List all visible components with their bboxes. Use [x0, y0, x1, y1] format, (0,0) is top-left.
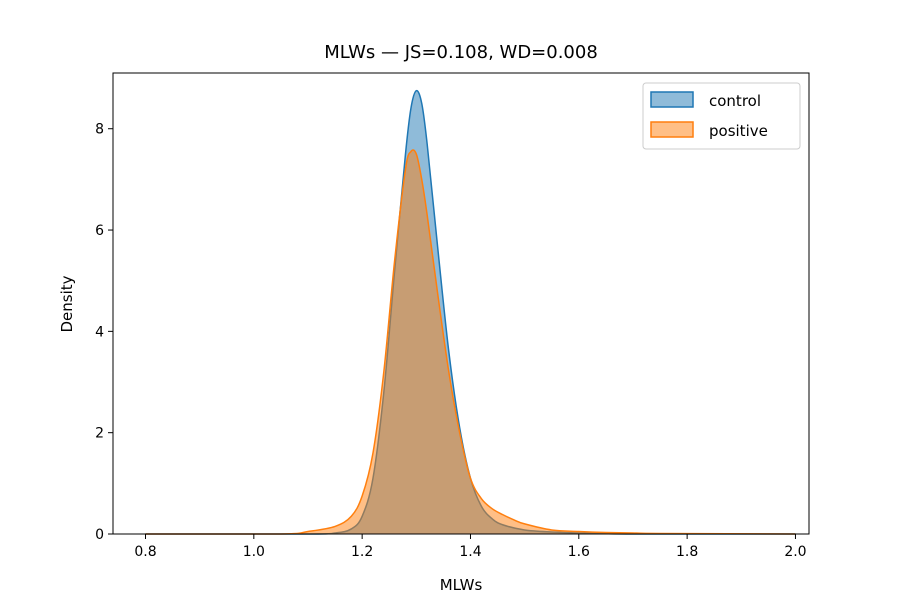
plot-frame	[112, 72, 810, 535]
legend: control positive	[642, 82, 801, 150]
y-axis-label: Density	[58, 275, 76, 332]
x-tick-label: 1.0	[243, 544, 265, 560]
series-line-positive	[145, 149, 796, 535]
x-tick-label: 1.4	[459, 544, 481, 560]
y-tick-label: 8	[95, 122, 104, 138]
y-tick-label: 6	[95, 223, 104, 239]
x-tick-label: 1.2	[351, 544, 373, 560]
y-tick-label: 4	[95, 324, 104, 340]
legend-swatch-positive	[650, 121, 694, 138]
x-axis: 0.8 1.0 1.2 1.4 1.6 1.8 2.0	[134, 534, 807, 560]
y-axis: 0 2 4 6 8	[95, 122, 113, 543]
chart-title: MLWs — JS=0.108, WD=0.008	[324, 42, 598, 63]
x-tick-label: 0.8	[134, 544, 156, 560]
x-axis-label: MLWs	[440, 576, 483, 594]
legend-label-control: control	[709, 92, 761, 110]
x-tick-label: 1.8	[676, 544, 698, 560]
x-tick-label: 1.6	[568, 544, 590, 560]
legend-swatch-control	[650, 91, 694, 108]
y-tick-label: 0	[95, 527, 104, 543]
legend-label-positive: positive	[709, 122, 768, 140]
y-tick-label: 2	[95, 426, 104, 442]
series-layer	[145, 89, 796, 535]
x-tick-label: 2.0	[784, 544, 806, 560]
